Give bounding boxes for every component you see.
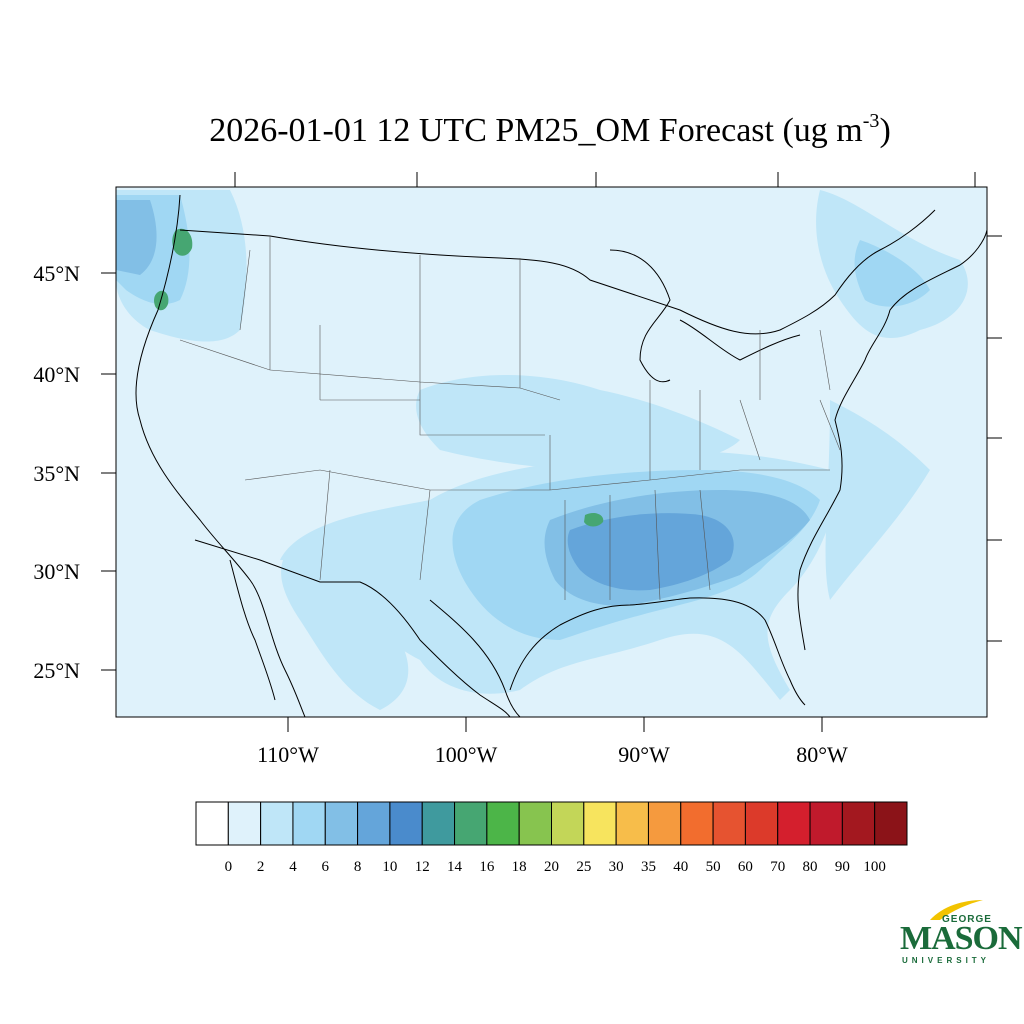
title-text: 2026-01-01 12 UTC PM25_OM Forecast (ug m (209, 112, 863, 149)
colorbar-label: 16 (479, 859, 495, 875)
coastlines (135, 194, 987, 717)
colorbar-label: 60 (738, 859, 753, 875)
longitude-labels: 110°W 100°W 90°W 80°W (257, 742, 848, 767)
colorbar-label: 100 (863, 859, 886, 875)
lat-label: 25°N (33, 658, 80, 683)
bottom-ticks (287, 717, 823, 732)
colorbar-swatch (195, 801, 229, 846)
state-borders (179, 236, 841, 601)
state-lines (179, 236, 841, 601)
lon-label: 80°W (796, 742, 848, 767)
colorbar-label: 8 (354, 859, 362, 875)
field-midwest-light (416, 375, 740, 470)
field-southeast-dark (567, 513, 734, 591)
canada-border (179, 209, 936, 335)
great-lakes (609, 249, 801, 383)
colorbar-label: 80 (803, 859, 818, 875)
lon-label: 100°W (435, 742, 498, 767)
colorbar-swatch (777, 801, 811, 846)
colorbar-label: 50 (706, 859, 721, 875)
west-coast (135, 194, 306, 717)
colorbar-label: 6 (322, 859, 330, 875)
colorbar-label: 10 (382, 859, 397, 875)
map-title: 2026-01-01 12 UTC PM25_OM Forecast (ug m… (0, 110, 1024, 150)
colorbar-label: 20 (544, 859, 559, 875)
colorbar-swatch (615, 801, 649, 846)
colorbar-swatch (421, 801, 456, 846)
colorbar-swatch (227, 801, 262, 846)
colorbar-label: 2 (257, 859, 265, 875)
gulf-coast (429, 597, 806, 717)
field-northeast-medium (854, 240, 930, 307)
colorbar (195, 801, 908, 846)
colorbar-swatch (809, 801, 843, 846)
colorbar-label: 4 (289, 859, 297, 875)
lat-label: 35°N (33, 461, 80, 486)
logo-university: UNIVERSITY (902, 956, 991, 965)
east-coast (797, 229, 987, 651)
colorbar-swatch (260, 801, 294, 846)
colorbar-label: 12 (415, 859, 430, 875)
logo-george: GEORGE (942, 914, 992, 925)
colorbar-swatch (874, 801, 908, 846)
lon-label: 110°W (257, 742, 319, 767)
title-close: ) (879, 112, 891, 149)
colorbar-swatch (324, 801, 359, 846)
colorbar-label: 90 (835, 859, 850, 875)
colorbar-swatch (744, 801, 779, 846)
colorbar-swatch (518, 801, 553, 846)
mexico-border (194, 539, 511, 717)
colorbar-swatch (551, 801, 585, 846)
field-northwest-darker (116, 200, 157, 275)
map-frame (115, 186, 988, 718)
right-ticks (987, 235, 1002, 642)
field-washington-hotspot (172, 228, 193, 256)
colorbar-swatch (357, 801, 391, 846)
colorbar-swatch (712, 801, 746, 846)
lon-label: 90°W (618, 742, 670, 767)
colorbar-label: 14 (447, 859, 463, 875)
field-ocean-east-light (825, 400, 930, 600)
left-ticks (101, 272, 116, 671)
lat-label: 45°N (33, 261, 80, 286)
logo-mason: MASON (900, 920, 1023, 957)
colorbar-label: 30 (609, 859, 624, 875)
colorbar-swatch (486, 801, 520, 846)
lat-label: 30°N (33, 559, 80, 584)
colorbar-swatch (647, 801, 682, 846)
colorbar-label: 35 (641, 859, 656, 875)
title-exponent: -3 (862, 110, 880, 132)
colorbar-label: 25 (576, 859, 591, 875)
colorbar-label: 18 (512, 859, 527, 875)
colorbar-label: 40 (673, 859, 688, 875)
latitude-labels: 45°N 40°N 35°N 30°N 25°N (33, 261, 80, 683)
baja-coast (229, 559, 276, 701)
field-arkansas-hotspot (584, 512, 604, 527)
gmu-logo: GEORGE MASON UNIVERSITY (898, 898, 1023, 968)
colorbar-label: 70 (770, 859, 785, 875)
colorbar-swatch (389, 801, 423, 846)
colorbar-swatch (680, 801, 714, 846)
colorbar-swatch (841, 801, 876, 846)
colorbar-swatch (454, 801, 488, 846)
top-ticks (234, 172, 976, 187)
concentration-fields (116, 190, 968, 710)
colorbar-swatch (292, 801, 326, 846)
colorbar-label: 0 (225, 859, 233, 875)
colorbar-swatch (583, 801, 617, 846)
lat-label: 40°N (33, 362, 80, 387)
logo-flame-icon (930, 900, 983, 920)
colorbar-labels: 0 2 4 6 8 10 12 14 16 18 20 25 30 35 40 50 60 70 80 90 100 (225, 859, 886, 875)
field-gulf-light (281, 540, 409, 710)
